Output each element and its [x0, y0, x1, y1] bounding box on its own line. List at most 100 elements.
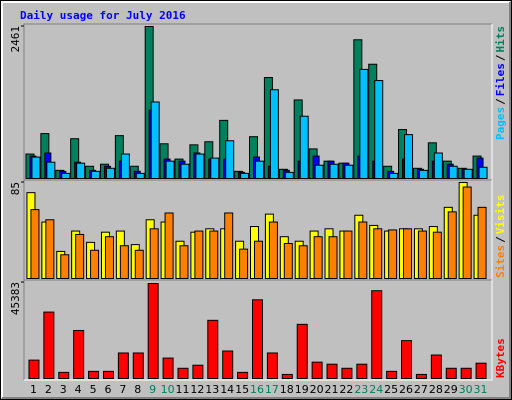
- x-tick-label: 9: [149, 383, 156, 396]
- bar: [46, 161, 56, 179]
- x-tick-label: 13: [205, 383, 219, 396]
- bar: [477, 206, 487, 279]
- legend-entry: Visits: [494, 195, 507, 235]
- x-tick-label: 11: [175, 383, 189, 396]
- bar: [104, 236, 114, 279]
- legend-separator: /: [494, 54, 507, 61]
- x-tick-label: 24: [369, 383, 383, 396]
- bar: [73, 329, 85, 380]
- bar: [102, 370, 114, 380]
- bar: [43, 311, 55, 379]
- bar: [239, 248, 249, 280]
- legend: Pages/Files/Hits: [494, 26, 507, 140]
- bar: [105, 167, 115, 179]
- x-tick-label: 4: [75, 383, 82, 396]
- bar: [222, 350, 234, 379]
- bar: [311, 361, 323, 379]
- bar: [134, 249, 144, 280]
- legend-separator: /: [494, 98, 507, 105]
- x-tick-label: 8: [134, 383, 141, 396]
- bar: [194, 230, 204, 280]
- x-tick-label: 21: [325, 383, 339, 396]
- bar: [150, 101, 160, 179]
- x-tick-label: 7: [119, 383, 126, 396]
- panel-bevel-light: [24, 280, 493, 381]
- y-tick-label: 2461: [9, 26, 22, 53]
- bar: [314, 164, 324, 179]
- bar: [192, 364, 204, 379]
- bar: [359, 68, 369, 179]
- bar: [462, 186, 472, 280]
- bar: [210, 157, 220, 179]
- bar: [207, 319, 219, 379]
- bar: [60, 254, 70, 279]
- legend: KBytes: [494, 338, 507, 378]
- x-tick-label: 10: [161, 383, 175, 396]
- bar: [417, 230, 427, 280]
- bar: [162, 357, 174, 380]
- bar: [224, 212, 234, 279]
- x-tick-label: 23: [354, 383, 368, 396]
- bar: [388, 229, 398, 279]
- bar: [225, 140, 235, 180]
- x-tick-label: 6: [104, 383, 111, 396]
- x-tick-label: 5: [90, 383, 97, 396]
- bar: [341, 367, 353, 380]
- panel-bevel-dark: [23, 279, 492, 380]
- bar: [447, 211, 457, 279]
- x-tick-label: 15: [235, 383, 249, 396]
- bar: [76, 162, 86, 179]
- bar: [268, 221, 278, 280]
- bar: [209, 230, 219, 280]
- bar: [296, 323, 308, 379]
- x-tick-label: 27: [414, 383, 428, 396]
- bar: [404, 134, 414, 179]
- bar: [266, 352, 278, 380]
- bar: [401, 340, 413, 379]
- bar: [135, 172, 145, 179]
- bar: [430, 354, 442, 379]
- bar: [252, 299, 263, 380]
- legend-entry: Sites: [494, 245, 507, 278]
- chart-title: Daily usage for July 2016: [20, 9, 186, 22]
- bar: [358, 221, 368, 280]
- legend-entry: Pages: [494, 107, 507, 140]
- y-tick-label: 45383: [9, 282, 22, 315]
- bar: [460, 367, 472, 380]
- bar: [269, 89, 279, 179]
- x-tick-label: 14: [220, 383, 234, 396]
- bar: [415, 373, 427, 380]
- bar: [147, 283, 159, 379]
- legend-entry: Files: [494, 63, 507, 96]
- bar: [45, 219, 55, 279]
- bar: [31, 156, 41, 179]
- bar: [478, 166, 488, 180]
- bar: [117, 352, 129, 380]
- bar: [120, 153, 130, 180]
- bar: [329, 163, 339, 180]
- bar: [356, 363, 368, 380]
- x-tick-label: 28: [429, 383, 443, 396]
- x-tick-label: 2: [45, 383, 52, 396]
- bar: [448, 165, 458, 180]
- bar: [418, 169, 428, 179]
- bar: [475, 362, 487, 380]
- y-tick-label: 85: [9, 182, 22, 195]
- bar: [283, 242, 293, 279]
- bar: [58, 371, 70, 379]
- bar: [463, 168, 473, 180]
- bar: [313, 236, 323, 279]
- x-tick-label: 1: [30, 383, 37, 396]
- bar: [180, 163, 190, 180]
- bar: [30, 209, 40, 279]
- bar: [403, 228, 413, 279]
- x-tick-label: 12: [190, 383, 204, 396]
- bar: [195, 153, 205, 180]
- bar: [371, 290, 383, 380]
- bar: [255, 160, 264, 180]
- panel-bevel-dark: [23, 179, 492, 280]
- x-tick-label: 22: [339, 383, 353, 396]
